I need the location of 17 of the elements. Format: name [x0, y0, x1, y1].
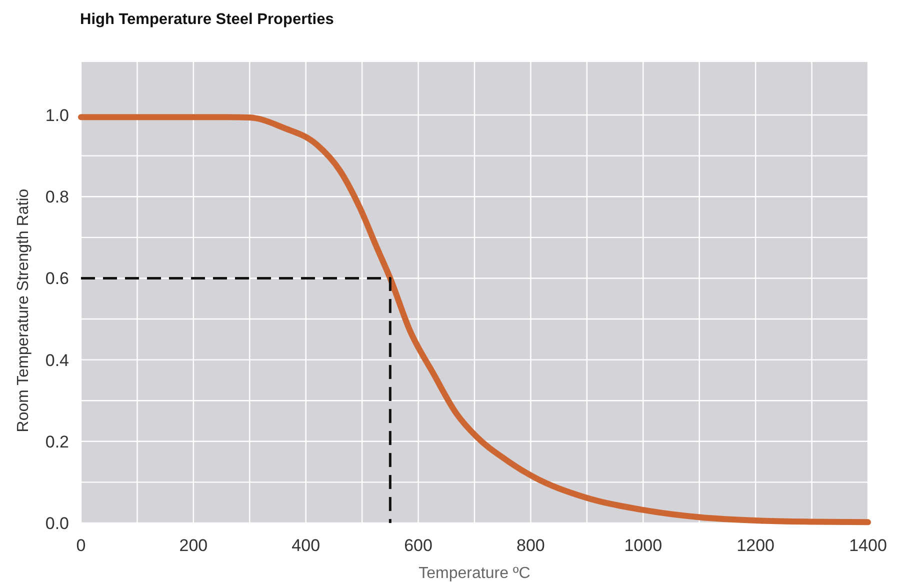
x-tick-label: 0 [76, 536, 86, 555]
x-axis-title: Temperature ºC [418, 565, 530, 582]
x-tick-label: 800 [516, 536, 545, 555]
x-tick-label: 600 [404, 536, 432, 555]
y-axis-title: Room Temperature Strength Ratio [15, 188, 32, 432]
y-tick-label: 1.0 [45, 106, 69, 126]
y-tick-label: 0.2 [45, 432, 69, 452]
y-tick-label: 0.6 [45, 269, 69, 288]
x-tick-label: 200 [179, 536, 208, 555]
y-tick-label: 0.4 [45, 350, 69, 370]
y-tick-label: 0.8 [45, 188, 69, 207]
y-tick-label: 0.0 [45, 514, 69, 533]
x-tick-label: 1200 [736, 536, 774, 555]
x-tick-label: 1400 [849, 536, 887, 555]
x-tick-label: 400 [292, 536, 320, 555]
chart-title: High Temperature Steel Properties [80, 11, 334, 28]
x-tick-label: 1000 [624, 536, 662, 555]
